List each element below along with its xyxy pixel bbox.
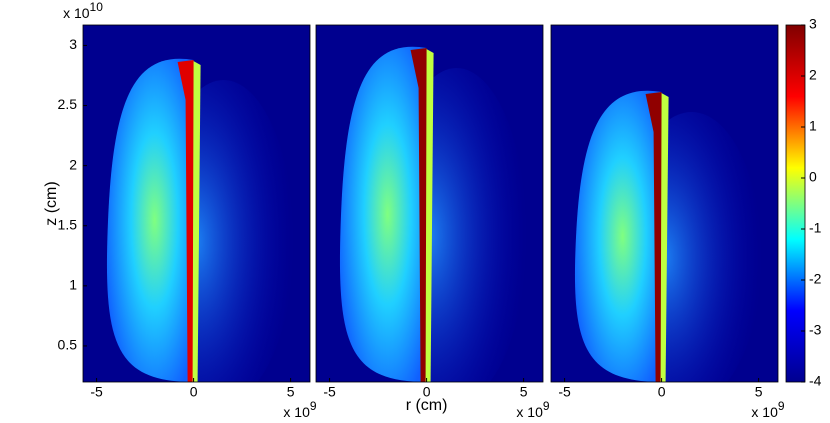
panel-image xyxy=(316,25,543,382)
cocoon xyxy=(574,90,662,382)
y-tick-label: 0.5 xyxy=(58,337,78,353)
x-tick-label: 5 xyxy=(520,384,528,400)
panel-image xyxy=(551,25,778,382)
frame xyxy=(315,24,544,383)
exponent-base: x 10 xyxy=(751,404,778,420)
colorbar-tick-label: 2 xyxy=(809,67,817,83)
panel-image xyxy=(83,25,310,382)
colorbar xyxy=(785,24,806,383)
x-tick-label: 0 xyxy=(423,384,431,400)
colorbar-tick-label: 0 xyxy=(809,169,817,185)
y-tick-label: 2.5 xyxy=(58,96,78,112)
exponent-power: 9 xyxy=(310,399,317,413)
colorbar-tick-label: 1 xyxy=(809,118,817,134)
exponent-power: 9 xyxy=(778,399,785,413)
axis-exponent: x 1010 xyxy=(63,0,103,21)
x-tick-label: 0 xyxy=(658,384,666,400)
colorbar-tick-label: -4 xyxy=(809,373,822,389)
y-axis-label: z (cm) xyxy=(43,181,60,225)
jet-core xyxy=(645,92,662,382)
x-tick-label: -5 xyxy=(90,384,103,400)
frame xyxy=(550,24,779,383)
x-tick-label: 5 xyxy=(287,384,295,400)
jet-sheath xyxy=(424,48,434,382)
y-tick-label: 1.5 xyxy=(58,216,78,232)
colorbar-tick-label: 3 xyxy=(809,16,817,32)
x-axis-label: r (cm) xyxy=(406,397,448,414)
cocoon xyxy=(339,46,427,382)
jet-sheath xyxy=(659,92,669,382)
y-tick-label: 1 xyxy=(69,277,77,293)
exponent-power: 9 xyxy=(543,399,550,413)
axis-exponent: x 109 xyxy=(516,399,549,420)
axis-exponent: x 109 xyxy=(751,399,784,420)
y-tick-label: 2 xyxy=(69,156,77,172)
colorbar-tick-label: -3 xyxy=(809,322,822,338)
exponent-base: x 10 xyxy=(63,5,90,21)
jet-sheath xyxy=(191,60,201,382)
jet-core xyxy=(410,48,427,382)
exponent-base: x 10 xyxy=(516,404,543,420)
exponent-power: 10 xyxy=(90,0,104,14)
exponent-base: x 10 xyxy=(283,404,310,420)
colorbar-tick-label: -1 xyxy=(809,220,822,236)
x-tick-label: 0 xyxy=(190,384,198,400)
colorbar-tick-label: -2 xyxy=(809,271,822,287)
x-tick-label: -5 xyxy=(558,384,571,400)
y-tick-label: 3 xyxy=(69,36,77,52)
axis-exponent: x 109 xyxy=(283,399,316,420)
x-tick-label: 5 xyxy=(755,384,763,400)
x-tick-label: -5 xyxy=(323,384,336,400)
frame xyxy=(82,24,311,383)
cocoon xyxy=(106,58,194,382)
jet-core xyxy=(177,60,194,382)
